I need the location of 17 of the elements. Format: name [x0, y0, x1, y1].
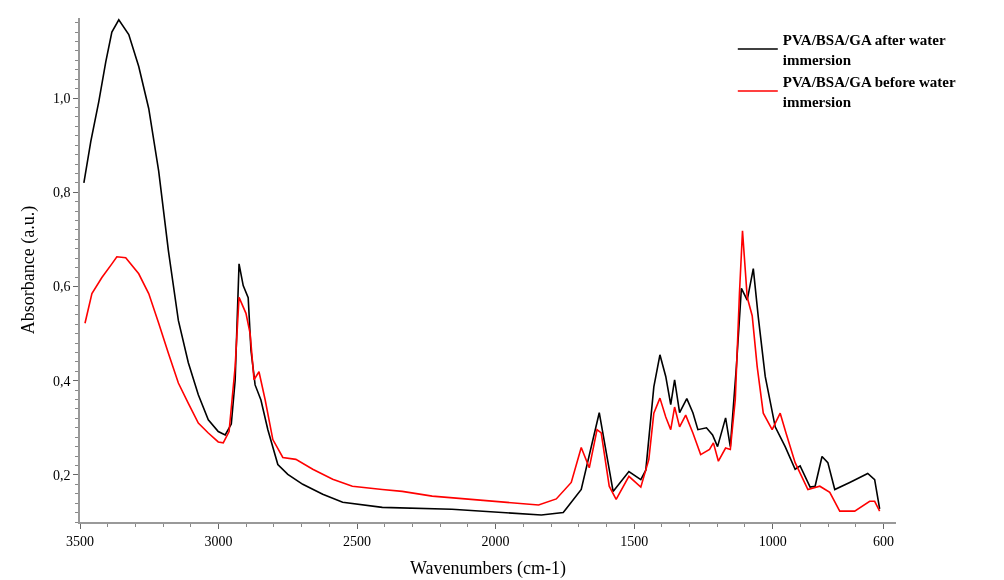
legend-label: PVA/BSA/GA before water immersion	[782, 74, 956, 110]
y-tick-label: 0,8	[52, 185, 71, 201]
x-tick-label: 3000	[204, 533, 233, 549]
y-axis-title: Absorbance (a.u.)	[17, 205, 39, 335]
y-tick-label: 0,6	[52, 279, 71, 295]
x-tick-label: 3500	[66, 533, 94, 549]
x-tick-label: 600	[873, 533, 895, 549]
y-tick-label: 0,2	[52, 467, 71, 483]
legend-label: PVA/BSA/GA after water immersion	[782, 32, 946, 68]
x-tick-label: 1500	[620, 533, 649, 549]
x-tick-label: 2000	[481, 533, 510, 549]
x-tick-label: 1000	[758, 533, 787, 549]
y-tick-label: 0,4	[52, 373, 71, 389]
x-tick-label: 2500	[343, 533, 372, 549]
y-tick-label: 1,0	[52, 90, 71, 106]
line-series	[84, 230, 881, 512]
x-axis-title: Wavenumbers (cm-1)	[410, 558, 566, 580]
